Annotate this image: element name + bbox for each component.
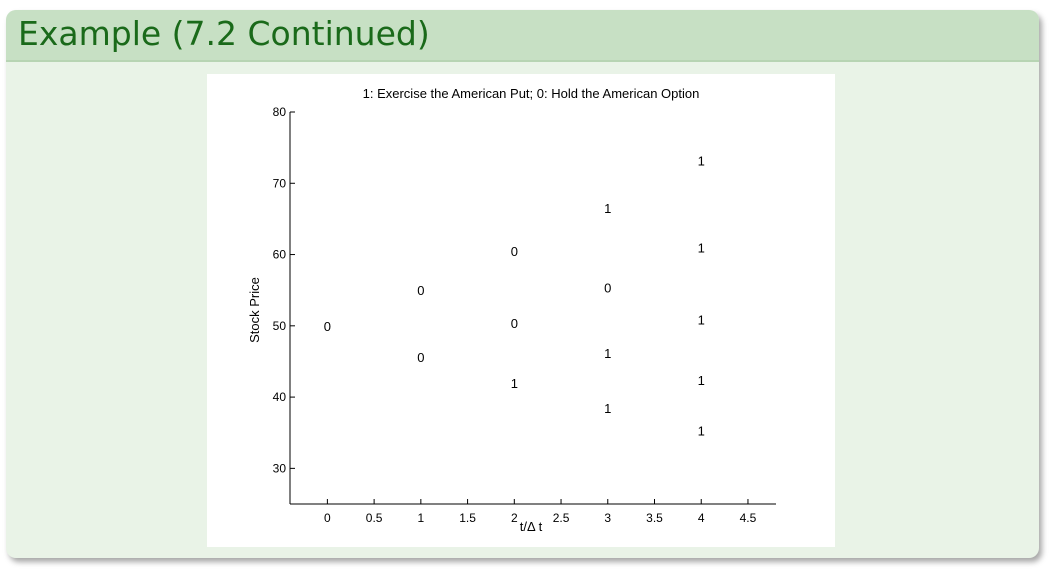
x-tick-label: 1.5: [459, 511, 476, 525]
data-point-label: 1: [698, 424, 705, 439]
data-point-label: 0: [417, 350, 424, 365]
y-tick-label: 60: [273, 248, 287, 262]
x-tick-label: 0.5: [366, 511, 383, 525]
x-tick-label: 4.5: [740, 511, 757, 525]
y-axis-label: Stock Price: [247, 277, 262, 343]
x-tick-label: 0: [324, 511, 331, 525]
y-tick-label: 30: [273, 461, 287, 475]
data-point-label: 1: [604, 201, 611, 216]
data-point-label: 1: [698, 153, 705, 168]
data-point-label: 1: [604, 401, 611, 416]
scatter-chart: 1: Exercise the American Put; 0: Hold th…: [247, 86, 776, 534]
x-axis-label: t/Δ t: [520, 519, 543, 534]
data-point-label: 0: [511, 244, 518, 259]
x-tick-label: 1: [418, 511, 425, 525]
data-points: 0 0 0 0 0 1 1 0 1 1 1 1 1 1 1: [324, 153, 705, 438]
data-point-label: 1: [698, 373, 705, 388]
slide-title: Example (7.2 Continued): [18, 14, 430, 53]
data-point-label: 1: [511, 376, 518, 391]
slide-block: Example (7.2 Continued) 1: Exercise the …: [6, 10, 1039, 558]
data-point-label: 0: [604, 280, 611, 295]
data-point-label: 0: [324, 319, 331, 334]
y-tick-label: 50: [273, 319, 287, 333]
x-tick-label: 3.5: [646, 511, 663, 525]
x-tick-label: 4: [698, 511, 705, 525]
x-tick-label: 2: [511, 511, 518, 525]
data-point-label: 1: [604, 346, 611, 361]
data-point-label: 1: [698, 240, 705, 255]
data-point-label: 0: [511, 316, 518, 331]
chart-figure: 1: Exercise the American Put; 0: Hold th…: [207, 74, 835, 547]
axes: 0 0.5 1 1.5 2 2.5 3 3.5 4 4.5 30 40 50 60 70 80: [273, 105, 776, 525]
x-tick-label: 2.5: [553, 511, 570, 525]
y-tick-label: 40: [273, 390, 287, 404]
y-tick-label: 70: [273, 176, 287, 190]
chart-title: 1: Exercise the American Put; 0: Hold th…: [363, 86, 700, 101]
x-tick-label: 3: [604, 511, 611, 525]
data-point-label: 1: [698, 312, 705, 327]
y-tick-label: 80: [273, 105, 287, 119]
block-title-bar: Example (7.2 Continued): [6, 10, 1039, 62]
data-point-label: 0: [417, 283, 424, 298]
